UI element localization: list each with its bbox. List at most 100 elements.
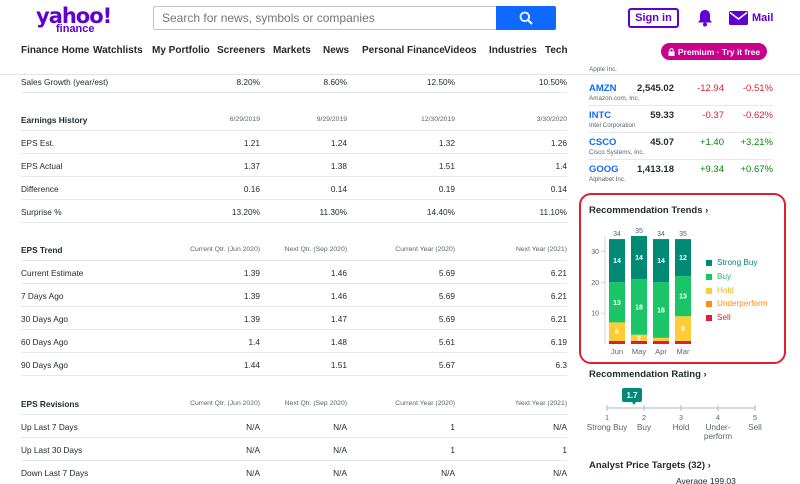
quote-symbol[interactable]: CSCO [589, 137, 617, 148]
cell-value: 5.67 [438, 360, 455, 370]
rating-scale-label: Sell [748, 423, 762, 432]
row-label: EPS Actual [21, 161, 63, 171]
rating-scale-number: 4 [716, 413, 720, 422]
legend-swatch [706, 287, 712, 294]
premium-button[interactable]: Premium · Try it free [661, 43, 767, 60]
table-row: 30 Days Ago 1.39 1.47 5.69 6.21 [21, 307, 567, 330]
cell-value: 5.69 [438, 268, 455, 278]
cell-value: 10.50% [538, 77, 567, 87]
nav-tech[interactable]: Tech [545, 45, 568, 56]
quote-change: +1.40 [699, 137, 724, 148]
nav-personal-finance[interactable]: Personal Finance [362, 45, 445, 56]
cell-value: 1.24 [330, 138, 347, 148]
nav-markets[interactable]: Markets [273, 45, 311, 56]
bar-segment [653, 282, 669, 338]
quote-symbol[interactable]: INTC [589, 110, 612, 121]
legend-label: Buy [717, 272, 732, 281]
legend-item: Hold [706, 286, 734, 295]
recommendation-rating-title[interactable]: Recommendation Rating › [589, 369, 707, 380]
yahoo-finance-logo[interactable]: yahoo! finance [36, 6, 112, 35]
bar-value-label: 14 [657, 258, 665, 265]
rating-scale [606, 402, 756, 411]
row-label: 7 Days Ago [21, 291, 64, 301]
bar-segment [675, 316, 691, 341]
nav-watchlists[interactable]: Watchlists [93, 45, 143, 56]
quote-symbol[interactable]: GOOG [589, 164, 619, 175]
cell-value: N/A [333, 445, 347, 455]
rating-scale-number: 3 [679, 413, 683, 422]
cell-value: 6.21 [550, 291, 567, 301]
bar-value-label: 6 [615, 329, 619, 336]
table-title: EPS Revisions [21, 399, 80, 409]
recommendation-highlight-box [579, 193, 786, 364]
notification-bell-icon[interactable] [697, 9, 713, 27]
quote-row[interactable]: CSCO Cisco Systems, Inc. 45.07 +1.40 +3.… [589, 137, 773, 160]
nav-industries[interactable]: Industries [489, 45, 537, 56]
bar-segment [631, 340, 647, 344]
bar-value-label: 13 [613, 300, 621, 307]
table-row: Up Last 30 Days N/A N/A 1 1 [21, 438, 567, 461]
quote-change: -0.37 [702, 110, 724, 121]
row-label: 60 Days Ago [21, 337, 69, 347]
bar-segment [653, 239, 669, 283]
cell-value: 1.21 [243, 138, 260, 148]
search-input[interactable] [153, 6, 496, 30]
y-tick-label: 30 [591, 249, 599, 256]
cell-value: 1.39 [243, 291, 260, 301]
search-button[interactable] [496, 6, 556, 30]
quote-company: Alphabet Inc. [589, 176, 626, 183]
quote-percent: +0.67% [740, 164, 774, 175]
nav-videos[interactable]: Videos [444, 45, 477, 56]
quote-company: Amazon.com, Inc. [589, 95, 640, 102]
quote-percent: -0.51% [742, 83, 773, 94]
quote-change: +9.34 [699, 164, 724, 175]
table-row: Difference 0.16 0.14 0.19 0.14 [21, 177, 567, 200]
table-row: Sales Growth (year/est) 8.20% 8.60% 12.5… [21, 70, 567, 93]
sign-in-button[interactable]: Sign in [628, 8, 679, 28]
row-label: EPS Est. [21, 138, 55, 148]
column-header: Current Qtr. (Jun 2020) [190, 400, 260, 407]
row-label: Up Last 30 Days [21, 445, 83, 455]
legend-item: Underperform [706, 299, 768, 308]
cell-value: 1.48 [330, 337, 347, 347]
y-tick-label: 10 [591, 311, 599, 318]
table-row: 60 Days Ago 1.4 1.48 5.61 6.19 [21, 330, 567, 353]
cell-value: 1.44 [243, 360, 260, 370]
mail-icon [729, 11, 748, 25]
bar-total-label: 35 [635, 228, 643, 235]
x-category-label: Mar [677, 347, 690, 356]
nav-news[interactable]: News [323, 45, 350, 56]
mail-link[interactable]: Mail [729, 11, 773, 25]
table-row: Down Last 7 Days N/A N/A N/A N/A [21, 461, 567, 484]
row-label: Down Last 7 Days [21, 468, 89, 478]
cell-value: 5.61 [438, 337, 455, 347]
quote-row[interactable]: AMZN Amazon.com, Inc. 2,545.02 -12.94 -0… [589, 83, 773, 106]
y-tick-label: 20 [591, 280, 599, 287]
recommendation-trends-label: Recommendation Trends [589, 205, 703, 216]
bar-value-label: 2 [637, 335, 641, 342]
bar-value-label: 8 [681, 326, 685, 333]
mail-label: Mail [752, 12, 774, 24]
legend-item: Sell [706, 313, 731, 322]
quote-price: 2,545.02 [637, 83, 674, 94]
analyst-price-targets-title[interactable]: Analyst Price Targets (32) › [589, 460, 711, 471]
quote-row[interactable]: GOOG Alphabet Inc. 1,413.18 +9.34 +0.67% [589, 164, 773, 187]
recommendation-trends-title[interactable]: Recommendation Trends › [589, 205, 708, 216]
logo-sub: finance [56, 23, 95, 35]
nav-finance-home[interactable]: Finance Home [21, 45, 90, 56]
cell-value: 0.14 [330, 184, 347, 194]
quote-price: 59.33 [650, 110, 674, 121]
nav-my-portfolio[interactable]: My Portfolio [152, 45, 210, 56]
bar-segment [609, 239, 625, 283]
nav-screeners[interactable]: Screeners [217, 45, 266, 56]
column-header: Current Qtr. (Jun 2020) [190, 246, 260, 253]
cell-value: 1.38 [330, 161, 347, 171]
cell-value: 5.69 [438, 291, 455, 301]
row-label: Sales Growth (year/est) [21, 77, 109, 87]
header: yahoo! finance Sign in Mail Finance Home… [0, 0, 800, 75]
bar-segment [631, 279, 647, 335]
cell-value: 8.20% [236, 77, 260, 87]
cell-value: 12.50% [426, 77, 455, 87]
quote-symbol[interactable]: AMZN [589, 83, 617, 94]
quote-row[interactable]: INTC Intel Corporation 59.33 -0.37 -0.62… [589, 110, 773, 133]
